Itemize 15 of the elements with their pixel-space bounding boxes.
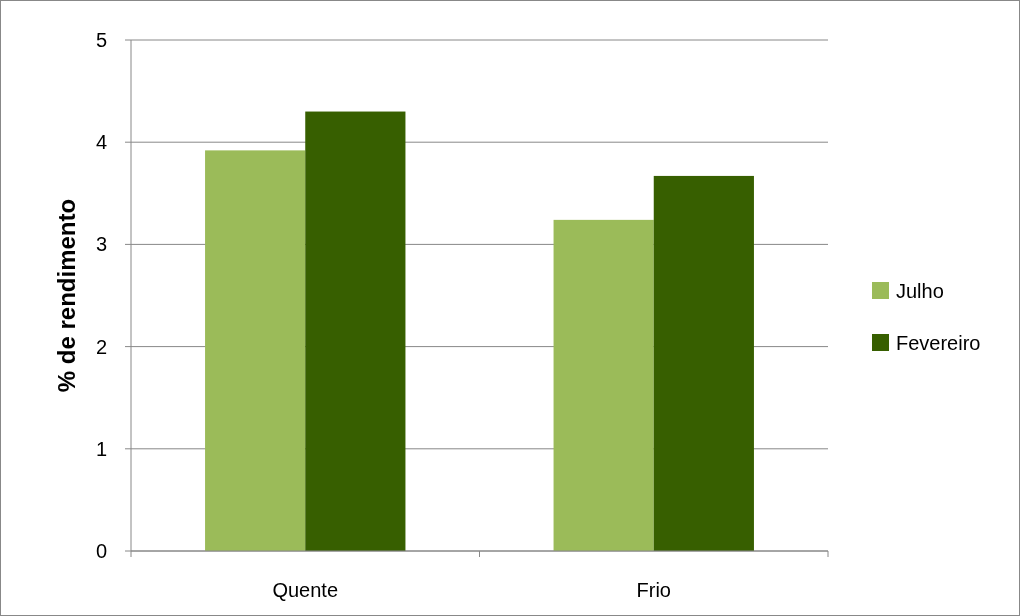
x-tick-label: Quente — [272, 579, 339, 601]
y-axis-title: % de rendimento — [53, 198, 80, 393]
bar — [653, 175, 754, 551]
bar — [305, 111, 406, 551]
bar — [553, 219, 654, 551]
y-tick-label: 1 — [95, 437, 107, 460]
x-tick-label: Frio — [636, 579, 671, 601]
y-tick-label: 2 — [95, 335, 107, 358]
y-tick-label: 5 — [95, 29, 107, 51]
y-tick-label: 4 — [95, 131, 107, 154]
legend-label: Julho — [896, 280, 944, 302]
legend-label: Fevereiro — [896, 332, 981, 354]
bar — [205, 150, 306, 551]
y-tick-label: 0 — [95, 540, 107, 562]
y-tick-label: 3 — [95, 233, 107, 256]
